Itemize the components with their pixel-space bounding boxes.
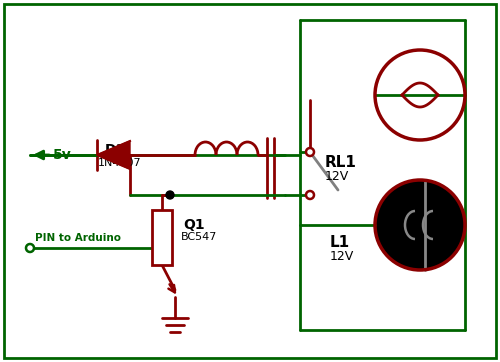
Text: 1N4007: 1N4007 — [98, 158, 142, 168]
Circle shape — [26, 244, 34, 252]
Text: D1: D1 — [105, 143, 126, 157]
Circle shape — [306, 191, 314, 199]
Circle shape — [166, 191, 174, 199]
Bar — [152, 210, 172, 265]
Text: RL1: RL1 — [325, 155, 357, 170]
Polygon shape — [97, 141, 130, 169]
Text: 12V: 12V — [330, 250, 354, 263]
Text: 12V: 12V — [325, 170, 349, 183]
Text: PIN to Arduino: PIN to Arduino — [35, 233, 121, 243]
Circle shape — [375, 180, 465, 270]
Text: Q1: Q1 — [183, 218, 204, 232]
Text: L1: L1 — [330, 235, 350, 250]
Circle shape — [306, 148, 314, 156]
Circle shape — [26, 244, 34, 252]
Text: BC547: BC547 — [181, 232, 218, 242]
Text: 5v: 5v — [53, 148, 72, 162]
